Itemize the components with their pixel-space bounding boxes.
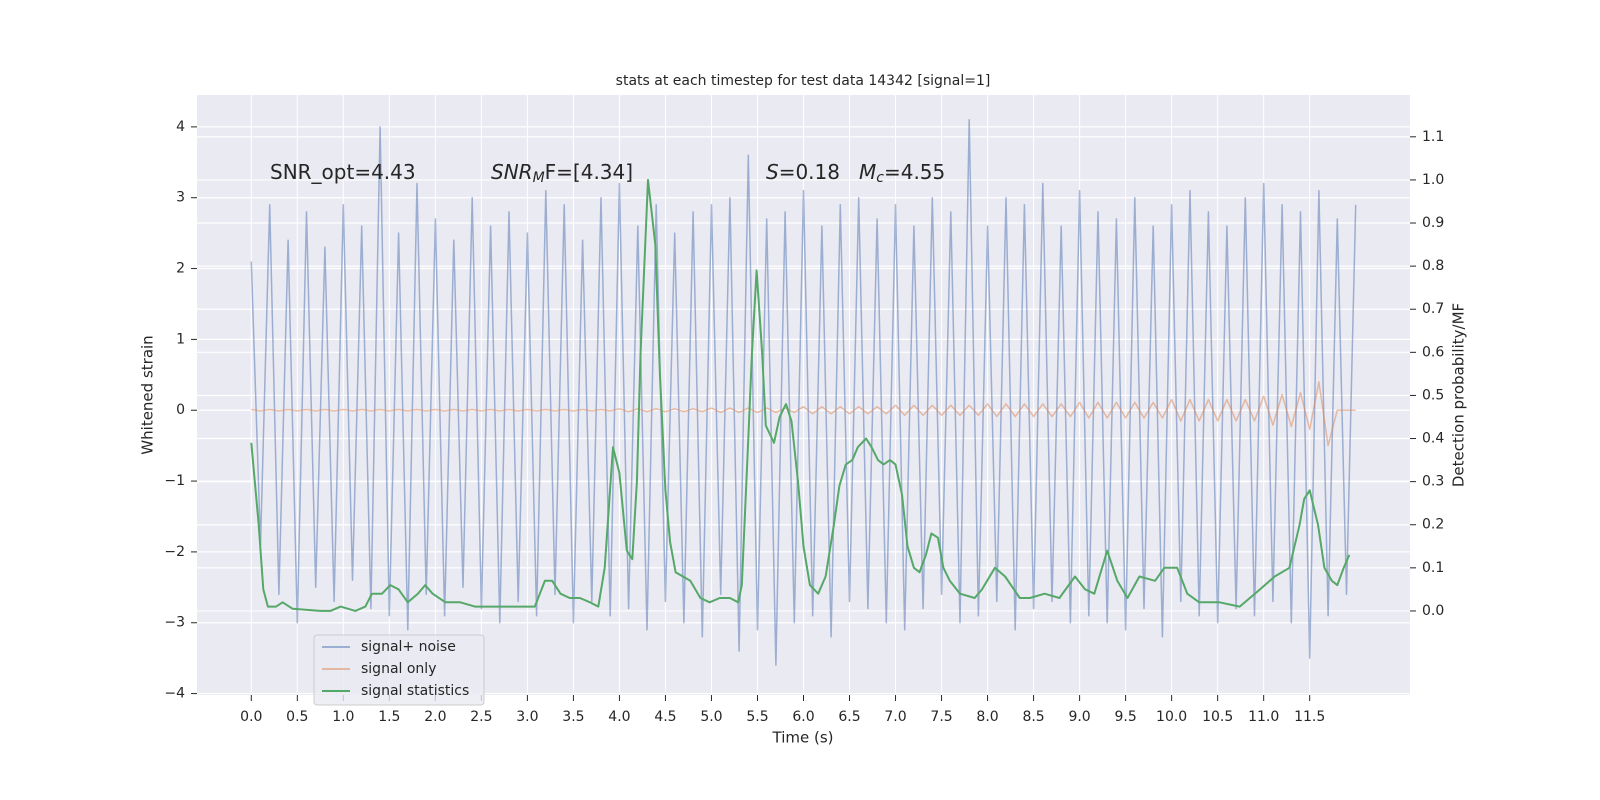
legend-label: signal statistics <box>361 683 469 699</box>
x-tick-label: 3.5 <box>562 709 584 725</box>
annotation: SNRMF=[4.34] <box>491 160 633 187</box>
y2-axis-label: Detection probability/MF <box>1450 303 1468 487</box>
annotation-text: F=[4.34] <box>545 160 633 184</box>
series-line <box>250 178 1351 612</box>
y-tick-label: 3 <box>176 190 185 206</box>
y2-tick-label: 0.2 <box>1422 517 1444 533</box>
y2-tick-label: 0.5 <box>1422 387 1444 403</box>
annotation-text: =4.55 <box>884 160 945 184</box>
x-tick-label: 7.5 <box>930 709 952 725</box>
y2-tick-label: 0.3 <box>1422 474 1444 490</box>
x-tick-label: 4.0 <box>608 709 630 725</box>
legend-label: signal+ noise <box>361 639 456 655</box>
x-tick-label: 4.5 <box>654 709 676 725</box>
y-tick-label: 0 <box>176 402 185 418</box>
annotation-symbol: M <box>859 160 876 184</box>
x-tick-label: 2.5 <box>470 709 492 725</box>
label-layer: 0.0 0.5 1.0 1.5 2.0 2.5 3.0 3.5 4.0 4.5 5.0 5.5 6.0 6… <box>164 119 1444 725</box>
y2-tick-label: 0.4 <box>1422 431 1444 447</box>
x-tick-label: 3.0 <box>516 709 538 725</box>
x-tick-label: 2.0 <box>424 709 446 725</box>
x-tick-label: 1.5 <box>378 709 400 725</box>
annotation-symbol: SNR <box>491 160 533 184</box>
y-axis-label: Whitened strain <box>139 335 157 454</box>
y2-tick-label: 0.8 <box>1422 258 1444 274</box>
x-axis-label: Time (s) <box>772 729 834 747</box>
x-tick-label: 0.5 <box>286 709 308 725</box>
y-tick-label: −4 <box>164 686 185 702</box>
annotation-subscript: c <box>876 170 884 186</box>
annotation-symbol: S <box>766 160 779 184</box>
annotation: Mc=4.55 <box>859 160 945 187</box>
x-tick-label: 7.0 <box>884 709 906 725</box>
x-tick-label: 5.5 <box>746 709 768 725</box>
y2-tick-label: 0.6 <box>1422 344 1444 360</box>
y-tick-label: −3 <box>164 615 185 631</box>
x-tick-label: 11.5 <box>1294 709 1325 725</box>
y-tick-label: −1 <box>164 473 185 489</box>
annotation: SNR_opt=4.43 <box>270 160 416 184</box>
y2-tick-label: 0.7 <box>1422 301 1444 317</box>
x-tick-label: 9.0 <box>1068 709 1090 725</box>
annotation-text: =0.18 <box>779 160 840 184</box>
x-tick-label: 0.0 <box>240 709 262 725</box>
y-tick-label: 1 <box>176 331 185 347</box>
x-tick-label: 8.0 <box>976 709 998 725</box>
x-tick-label: 10.0 <box>1156 709 1187 725</box>
x-tick-label: 5.0 <box>700 709 722 725</box>
y2-tick-label: 0.9 <box>1422 215 1444 231</box>
y-tick-label: 2 <box>176 261 185 277</box>
y2-tick-label: 0.1 <box>1422 560 1444 576</box>
series-line <box>250 119 1357 666</box>
y2-tick-label: 0.0 <box>1422 603 1444 619</box>
y-tick-label: 4 <box>176 119 185 135</box>
series-layer <box>250 119 1357 666</box>
y2-tick-label: 1.1 <box>1422 129 1444 145</box>
legend-box <box>313 634 485 706</box>
x-tick-label: 9.5 <box>1114 709 1136 725</box>
chart-title: stats at each timestep for test data 143… <box>616 73 991 89</box>
series-line <box>251 381 1356 447</box>
y2-tick-label: 1.0 <box>1422 172 1444 188</box>
annotation-subscript: M <box>533 170 545 186</box>
x-tick-label: 10.5 <box>1202 709 1233 725</box>
x-tick-label: 8.5 <box>1022 709 1044 725</box>
x-tick-label: 6.5 <box>838 709 860 725</box>
annotation: S=0.18 <box>766 160 840 184</box>
annotation-text: SNR_opt=4.43 <box>270 160 416 184</box>
x-tick-label: 11.0 <box>1248 709 1279 725</box>
legend-label: signal only <box>361 661 436 677</box>
y-tick-label: −2 <box>164 544 185 560</box>
x-tick-label: 6.0 <box>792 709 814 725</box>
x-tick-label: 1.0 <box>332 709 354 725</box>
